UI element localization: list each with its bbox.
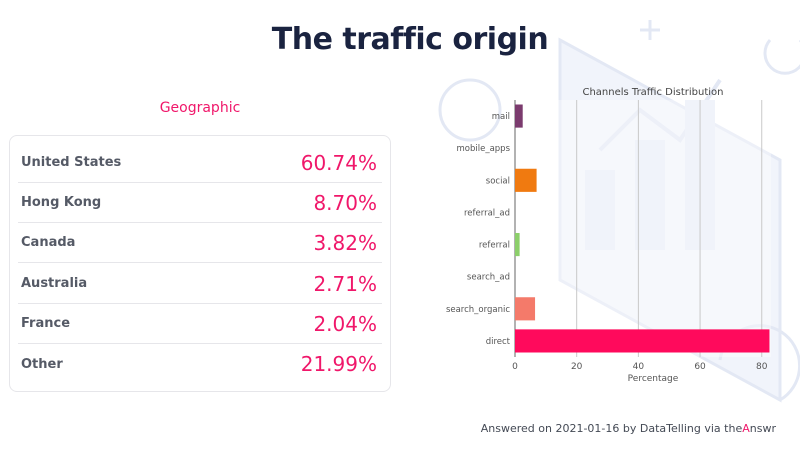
channels-bar-chart: Channels Traffic Distribution 0 20 40 60 80 ma…	[446, 87, 771, 384]
x-tick-label: 60	[694, 362, 706, 372]
footer-text: Answered on 2021-01-16 by DataTelling vi…	[480, 422, 743, 435]
y-tick-label: social	[486, 176, 510, 186]
x-tick-label: 20	[571, 362, 583, 372]
bar	[515, 168, 537, 192]
country-name: France	[21, 316, 71, 331]
country-name: Canada	[21, 235, 76, 250]
x-tick-label: 0	[512, 362, 518, 372]
country-percentage: 60.74%	[300, 150, 377, 175]
country-name: Other	[21, 356, 63, 372]
country-name: Hong Kong	[21, 195, 102, 210]
y-tick-label: referral_ad	[464, 208, 510, 218]
y-tick-label: mail	[492, 112, 510, 122]
table-row: Australia 2.71%	[18, 264, 382, 304]
geographic-table: United States 60.74% Hong Kong 8.70% Can…	[9, 135, 391, 392]
y-tick-label: mobile_apps	[456, 144, 510, 154]
bar	[515, 297, 536, 321]
brand-letter-a: A	[742, 422, 750, 435]
y-tick-label: search_organic	[446, 305, 510, 315]
table-row: United States 60.74%	[18, 143, 382, 183]
country-percentage: 21.99%	[300, 352, 377, 376]
page-title: The traffic origin	[271, 22, 549, 57]
x-tick-label: 40	[633, 362, 645, 372]
y-tick-label: search_ad	[467, 273, 510, 283]
x-axis-label: Percentage	[628, 374, 679, 384]
country-percentage: 8.70%	[313, 190, 377, 215]
country-name: United States	[21, 155, 122, 170]
y-tick-label: referral	[479, 241, 510, 251]
country-percentage: 3.82%	[313, 230, 377, 255]
y-tick-label: direct	[486, 337, 511, 347]
table-row: Other 21.99%	[18, 344, 382, 384]
bar	[515, 329, 770, 353]
brand-rest: nswr	[749, 422, 776, 435]
table-row: Canada 3.82%	[18, 223, 382, 263]
geographic-heading: Geographic	[159, 100, 241, 116]
bar	[515, 104, 523, 128]
footer-credit: Answered on 2021-01-16 by DataTelling vi…	[481, 422, 776, 435]
bar	[515, 232, 520, 257]
country-percentage: 2.71%	[313, 271, 377, 296]
table-row: France 2.04%	[18, 304, 382, 344]
x-tick-label: 80	[756, 362, 768, 372]
table-row: Hong Kong 8.70%	[18, 183, 382, 223]
plot-area	[515, 100, 771, 357]
country-name: Australia	[21, 276, 88, 291]
country-percentage: 2.04%	[313, 311, 377, 336]
chart-title: Channels Traffic Distribution	[582, 87, 723, 98]
